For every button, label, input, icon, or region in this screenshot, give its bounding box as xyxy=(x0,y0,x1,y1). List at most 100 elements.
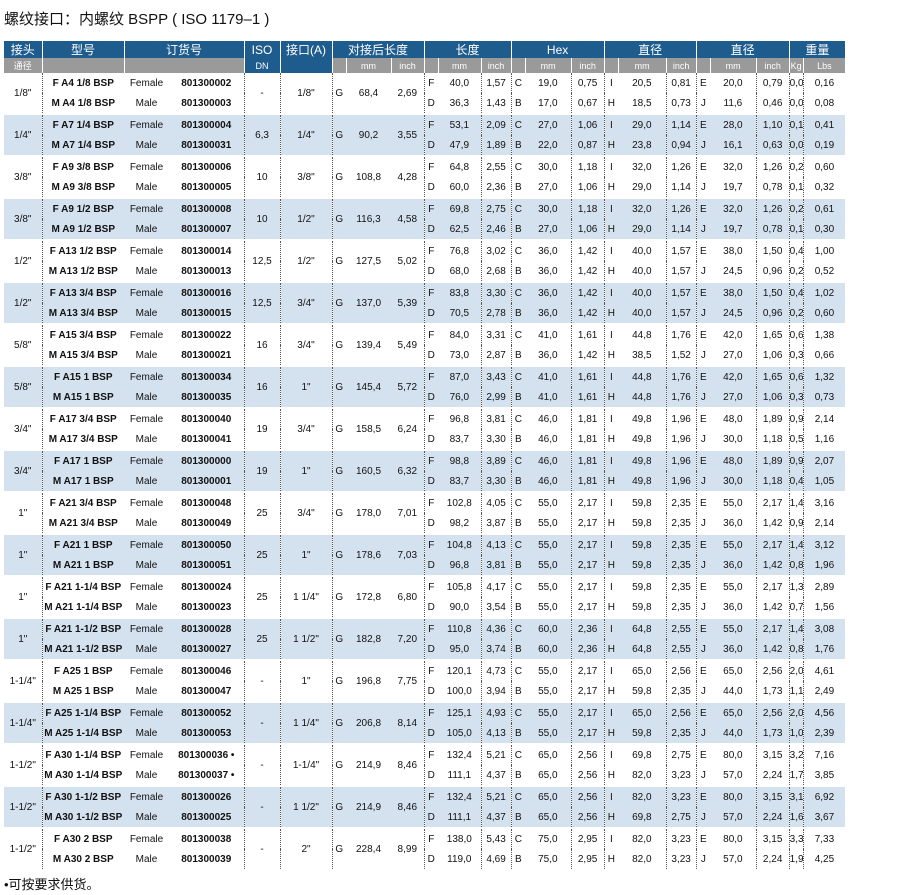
cell-type: Male xyxy=(124,135,169,156)
cell-type: Male xyxy=(135,349,158,361)
cell-e-letter: E xyxy=(695,786,711,807)
cell-hex-letter: B xyxy=(510,681,526,702)
cell-port: 1 1/4" xyxy=(279,702,333,744)
cell-hex-inch: 2,56 xyxy=(570,765,605,786)
cell-order-no: 801300014 xyxy=(181,245,232,257)
cell-e-letter: E xyxy=(695,702,711,723)
cell-order-no: 801300041 xyxy=(181,433,232,445)
cell-d-letter: I xyxy=(603,534,619,555)
cell-hex-letter: B xyxy=(510,639,526,660)
cell-l-inch: 3,30 xyxy=(480,471,512,492)
cell-model: F A30 2 BSP xyxy=(41,828,124,849)
cell-lbs: 1,38 xyxy=(802,324,846,345)
cell-d-mm: 44,8 xyxy=(618,387,667,408)
cell-hex-mm: 55,0 xyxy=(525,723,572,744)
cell-dn: 12,5 xyxy=(243,282,281,324)
cell-l-mm: 47,9 xyxy=(438,135,482,156)
cell-d-letter: H xyxy=(603,639,619,660)
col-header-port: 接口(A) xyxy=(279,41,333,58)
cell-hex-letter: C xyxy=(510,73,526,93)
cell-l-letter: D xyxy=(423,849,439,870)
spec-table: 接头 型号 订货号 ISO 接口(A) 对接后长度 长度 Hex 直径 直径 重… xyxy=(4,41,900,871)
cell-thread-letter: G xyxy=(331,240,347,282)
cell-d-letter: H xyxy=(603,387,619,408)
cell-d-letter: I xyxy=(603,114,619,135)
cell-l-inch: 2,09 xyxy=(480,114,512,135)
cell-type: Male xyxy=(124,387,169,408)
table-row: 3/4" F A17 1 BSP Female 801300000 19 1" G 160,5… xyxy=(4,450,900,492)
cell-size: 1" xyxy=(18,591,28,603)
cell-hex-inch: 0,87 xyxy=(570,135,605,156)
cell-order-no: 801300034 xyxy=(169,366,245,387)
cell-model: F A15 3/4 BSP xyxy=(41,324,124,345)
cell-d-mm: 64,8 xyxy=(618,618,667,639)
cell-lbs: 2,49 xyxy=(802,681,846,702)
cell-d-mm: 59,8 xyxy=(632,685,652,697)
cell-e-letter: J xyxy=(695,387,711,408)
cell-model: M A21 1 BSP xyxy=(41,555,124,576)
cell-hex-mm: 55,0 xyxy=(538,581,558,593)
cell-hex-mm: 27,0 xyxy=(538,181,558,193)
cell-e-inch: 1,89 xyxy=(755,408,790,429)
cell-l-mm: 104,8 xyxy=(438,534,482,555)
cell-lbs: 0,60 xyxy=(802,303,846,324)
cell-model: M A30 2 BSP xyxy=(41,849,124,870)
cell-d-mm: 59,8 xyxy=(618,555,667,576)
cell-port: 1 1/2" xyxy=(279,786,333,828)
cell-kg: 0,97 xyxy=(788,408,804,429)
cell-e-inch: 0,96 xyxy=(755,261,790,282)
cell-e-letter: E xyxy=(695,240,711,261)
cell-order-no: 801300015 xyxy=(169,303,245,324)
cell-lbs: 1,16 xyxy=(802,429,846,450)
cell-l-mm: 132,4 xyxy=(446,749,472,761)
cell-hex-mm: 19,0 xyxy=(538,77,558,89)
table-row: M A25 1-1/4 BSP Male 801300053 D 105,0 4,13 B 5… xyxy=(4,723,900,744)
cell-thread-letter: G xyxy=(331,534,347,576)
cell-lbs: 0,08 xyxy=(802,93,846,114)
table-row: M A21 1 BSP Male 801300051 D 96,8 3,81 B 55,0 2,… xyxy=(4,555,900,576)
cell-l-inch: 4,36 xyxy=(480,618,512,639)
cell-model: M A13 1/2 BSP xyxy=(41,261,124,282)
cell-model: M A30 1-1/4 BSP xyxy=(41,765,124,786)
cell-l-mm: 105,8 xyxy=(446,581,472,593)
cell-kg: 0,24 xyxy=(788,261,804,282)
cell-d-inch: 3,23 xyxy=(665,849,697,870)
cell-e-inch: 2,24 xyxy=(755,765,790,786)
cell-dn: 10 xyxy=(243,198,281,240)
cell-e-mm: 36,0 xyxy=(710,555,757,576)
cell-order-no: 801300038 xyxy=(181,833,232,845)
cell-port: 1" xyxy=(279,660,333,702)
col-header-hex: Hex xyxy=(510,41,605,58)
cell-hex-letter: B xyxy=(510,555,526,576)
cell-e-inch: 2,24 xyxy=(755,807,790,828)
cell-d-inch: 1,26 xyxy=(665,198,697,219)
cell-total-inch: 5,72 xyxy=(391,366,425,408)
cell-lbs: 3,16 xyxy=(802,492,846,513)
cell-d-inch: 1,76 xyxy=(665,324,697,345)
cell-d-letter: H xyxy=(603,555,619,576)
cell-l-mm: 110,8 xyxy=(438,618,482,639)
cell-l-letter: F xyxy=(423,73,439,93)
cell-d-letter: I xyxy=(603,282,619,303)
cell-model: F A25 1 BSP xyxy=(41,660,124,681)
cell-e-inch: 1,73 xyxy=(755,681,790,702)
cell-port: 1/2" xyxy=(279,198,333,240)
cell-model: M A15 1 BSP xyxy=(41,387,124,408)
cell-l-letter: F xyxy=(423,114,439,135)
cell-e-mm: 11,6 xyxy=(723,97,743,109)
cell-model: F A30 1-1/4 BSP xyxy=(41,744,124,765)
cell-l-mm: 111,1 xyxy=(447,769,472,781)
cell-kg: 0,30 xyxy=(788,345,804,366)
cell-kg: 0,46 xyxy=(788,282,804,303)
cell-l-mm: 87,0 xyxy=(438,366,482,387)
cell-type: Female xyxy=(124,702,169,723)
col-header-weight: 重量 xyxy=(788,41,846,58)
cell-order-no: 801300031 xyxy=(169,135,245,156)
cell-l-mm: 90,0 xyxy=(449,601,470,613)
cell-kg: 3,25 xyxy=(788,744,804,765)
cell-model: M A13 3/4 BSP xyxy=(41,303,124,324)
cell-e-mm: 20,0 xyxy=(723,77,743,89)
cell-e-inch: 1,18 xyxy=(755,471,790,492)
cell-order-no: 801300052 xyxy=(169,702,245,723)
cell-total-inch: 5,49 xyxy=(397,339,418,351)
